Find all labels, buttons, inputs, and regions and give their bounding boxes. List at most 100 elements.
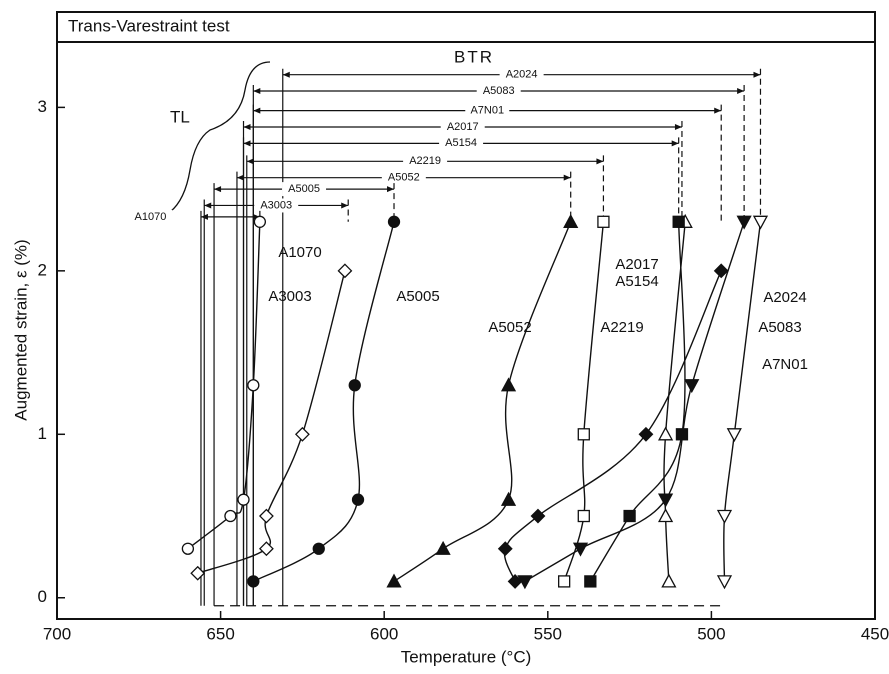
marker [623, 509, 636, 523]
curve [589, 221, 686, 582]
marker [181, 542, 195, 555]
marker [507, 573, 523, 589]
btr-label: BTR [454, 47, 494, 66]
curve [524, 221, 745, 583]
marker [190, 565, 206, 581]
btr-range-label: A5005 [288, 183, 320, 195]
marker [658, 426, 674, 441]
marker [563, 213, 579, 228]
marker [237, 493, 250, 506]
marker [736, 215, 752, 230]
tl-label: TL [170, 107, 190, 126]
marker [348, 379, 361, 392]
btr-range-label: A2024 [506, 69, 538, 81]
marker [530, 508, 546, 524]
btr-range-label: A7N01 [470, 105, 504, 117]
marker [258, 508, 274, 524]
series-label: A2024 [763, 289, 806, 306]
marker [337, 263, 353, 279]
btr-range-label: A5154 [445, 137, 477, 149]
y-axis-label: Augmented strain, ε (%) [11, 239, 30, 420]
marker [387, 215, 401, 228]
x-tick-label: 450 [861, 624, 889, 643]
marker [584, 575, 597, 588]
marker [517, 575, 533, 590]
marker [386, 573, 402, 588]
btr-range-label: A2017 [447, 121, 479, 133]
series-label: A7N01 [762, 356, 808, 373]
chart-title: Trans-Varestraint test [68, 16, 230, 35]
y-tick-label: 3 [38, 97, 47, 116]
series-label: A5083 [758, 319, 801, 336]
marker [726, 428, 742, 443]
curve [663, 221, 686, 582]
btr-label-bg [439, 136, 484, 151]
marker [658, 508, 674, 523]
btr-label-bg [403, 154, 448, 169]
curve [393, 221, 572, 582]
series-label: A2219 [600, 319, 643, 336]
tl-brace [169, 61, 271, 213]
btr-label-bg [254, 198, 299, 213]
marker [661, 573, 677, 588]
marker [258, 541, 274, 557]
marker [253, 215, 267, 228]
curve [197, 270, 346, 574]
x-tick-label: 700 [43, 624, 71, 643]
marker [294, 426, 310, 442]
btr-range-label: A5083 [483, 85, 515, 97]
marker [247, 379, 260, 392]
series-label: A3003 [268, 288, 311, 305]
marker [658, 493, 674, 508]
x-tick-label: 650 [206, 624, 234, 643]
marker [716, 575, 733, 590]
marker [597, 215, 610, 228]
series-label: A5052 [488, 319, 531, 336]
marker [497, 541, 513, 557]
marker [558, 575, 571, 588]
curve [723, 221, 762, 582]
curve [253, 221, 395, 583]
btr-label-bg [282, 182, 327, 197]
marker [312, 542, 325, 555]
marker [500, 491, 517, 506]
marker [351, 493, 365, 506]
btr-range-label: A2219 [409, 155, 441, 167]
marker [713, 263, 729, 279]
marker [435, 540, 451, 555]
marker [247, 575, 260, 588]
marker [224, 509, 237, 523]
x-tick-label: 550 [534, 624, 562, 643]
btr-label-bg [381, 170, 426, 185]
curve [563, 221, 605, 582]
marker [672, 215, 685, 228]
y-tick-label: 0 [38, 587, 47, 606]
btr-label-bg [440, 119, 485, 134]
btr-label-bg [499, 67, 544, 82]
btr-range-label: A5052 [388, 172, 420, 184]
btr-range-label: A3003 [260, 199, 292, 211]
btr-label-bg [128, 209, 173, 224]
series-label: A1070 [278, 244, 321, 261]
x-axis-label: Temperature (°C) [401, 647, 532, 666]
marker [500, 377, 517, 392]
marker [577, 509, 590, 523]
marker [716, 509, 733, 524]
y-tick-label: 1 [38, 424, 47, 443]
x-tick-label: 600 [370, 624, 398, 643]
marker [684, 379, 700, 394]
marker [638, 426, 654, 442]
y-tick-label: 2 [38, 260, 47, 279]
series-label: A2017 [615, 256, 658, 273]
marker [572, 542, 589, 557]
frame [56, 11, 876, 620]
marker [752, 215, 769, 230]
arrow-head [200, 213, 260, 220]
btr-range-label: A1070 [135, 211, 167, 223]
x-tick-label: 500 [697, 624, 725, 643]
btr-label-bg [465, 103, 510, 118]
marker [577, 428, 590, 441]
btr-label-bg [476, 84, 521, 99]
